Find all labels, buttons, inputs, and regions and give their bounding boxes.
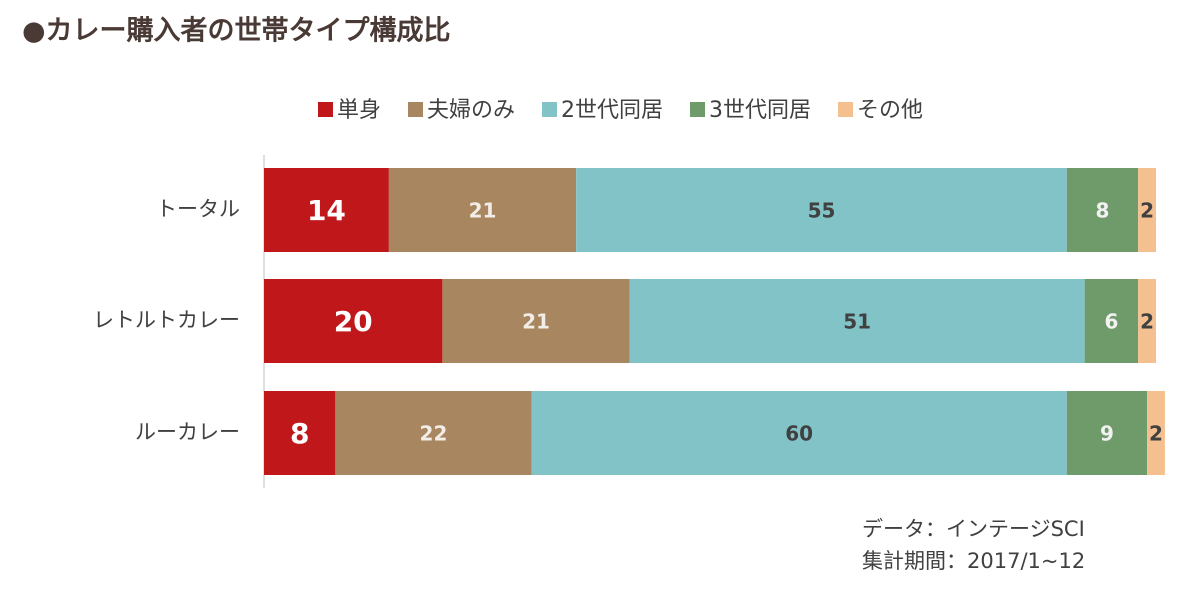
bar-segment xyxy=(442,279,630,363)
bar-segment xyxy=(388,168,577,252)
value-label: 14 xyxy=(307,194,346,227)
legend-label: 夫婦のみ xyxy=(427,98,515,123)
bar-segment xyxy=(1138,279,1156,363)
value-label: 8 xyxy=(290,417,309,450)
value-label: 55 xyxy=(808,199,836,223)
bar-segment xyxy=(531,391,1067,475)
chart-title: ●カレー購入者の世帯タイプ構成比 xyxy=(22,15,451,47)
bar-segment xyxy=(576,168,1067,252)
legend-swatch xyxy=(542,102,558,117)
legend-label: 単身 xyxy=(337,98,381,123)
category-label: レトルトカレー xyxy=(93,308,240,332)
value-label: 21 xyxy=(469,199,497,223)
legend-swatch xyxy=(318,102,333,117)
bar-segment xyxy=(264,168,389,252)
value-label: 6 xyxy=(1104,310,1118,334)
legend-swatch xyxy=(838,102,854,117)
bar-segment xyxy=(1084,279,1139,363)
value-label: 2 xyxy=(1140,310,1154,334)
category-label: トータル xyxy=(156,197,240,221)
bar-segment xyxy=(1138,168,1156,252)
category-label: ルーカレー xyxy=(135,420,240,444)
source-note: データ：インテージSCI xyxy=(862,517,1085,541)
legend-swatch xyxy=(690,102,706,117)
value-label: 22 xyxy=(420,422,448,446)
value-label: 8 xyxy=(1096,199,1110,223)
bar-segment xyxy=(629,279,1085,363)
value-label: 60 xyxy=(785,422,813,446)
legend-label: 3世代同居 xyxy=(709,98,811,123)
value-label: 2 xyxy=(1149,422,1163,446)
bar-segment xyxy=(335,391,532,475)
value-label: 9 xyxy=(1100,422,1114,446)
bar-segment xyxy=(1147,391,1165,475)
period-note: 集計期間：2017/1~12 xyxy=(862,549,1085,573)
bar-segment xyxy=(1066,391,1148,475)
legend-label: 2世代同居 xyxy=(561,98,663,123)
value-label: 21 xyxy=(522,310,550,334)
bar-segment xyxy=(264,391,336,475)
bar-segment xyxy=(1066,168,1139,252)
value-label: 2 xyxy=(1140,199,1154,223)
value-label: 51 xyxy=(843,310,871,334)
legend-swatch xyxy=(408,102,424,117)
legend-label: その他 xyxy=(857,98,923,123)
bar-segment xyxy=(264,279,443,363)
value-label: 20 xyxy=(334,305,373,338)
